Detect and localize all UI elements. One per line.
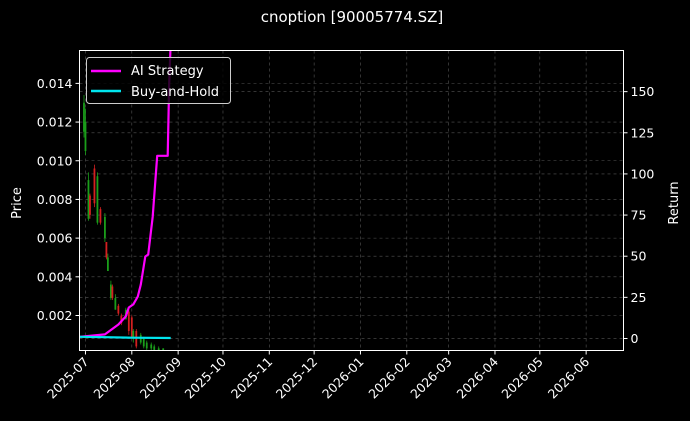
candle-body <box>99 209 102 223</box>
y-tick-label: 0.002 <box>37 308 73 323</box>
ai-strategy-line <box>79 50 172 338</box>
y-tick-label: 0.010 <box>37 153 73 168</box>
y2-tick-label: 100 <box>631 166 655 181</box>
legend-box <box>86 57 231 104</box>
candle <box>93 164 96 208</box>
candle-body <box>89 195 91 215</box>
candle-body <box>157 348 160 351</box>
legend-label-buy-and-hold: Buy-and-Hold <box>131 85 219 100</box>
candle <box>104 212 106 242</box>
y2-tick-label: 75 <box>631 208 647 223</box>
y-tick-label: 0.006 <box>37 231 73 246</box>
y2-tick-label: 25 <box>631 290 647 305</box>
candle-body <box>120 315 123 324</box>
candle <box>89 193 91 219</box>
y2-tick-label: 150 <box>631 84 655 99</box>
y2-tick-label: 50 <box>631 249 647 264</box>
y2-tick-label: 0 <box>631 331 639 346</box>
candle-body <box>114 298 117 310</box>
series-lines <box>79 50 172 340</box>
chart-title: cnoption [90005774.SZ] <box>261 8 444 26</box>
y-axis-left: 0.002 0.004 0.006 0.008 0.010 0.012 0.014 <box>37 76 80 323</box>
candle-body <box>150 344 153 349</box>
candle <box>127 309 130 335</box>
candle <box>87 172 90 221</box>
candle <box>99 207 102 225</box>
candle-body <box>132 330 135 339</box>
candle-body <box>84 122 87 152</box>
legend-label-ai-strategy: AI Strategy <box>131 64 204 79</box>
y-tick-label: 0.008 <box>37 192 73 207</box>
buy-and-hold-line <box>79 335 171 340</box>
candle <box>84 108 87 155</box>
candle <box>150 342 153 351</box>
legend: AI Strategy Buy-and-Hold <box>86 57 231 104</box>
candle-body <box>117 305 120 314</box>
candle <box>120 313 123 326</box>
y-axis-label: Price <box>10 187 25 219</box>
candle <box>83 94 85 138</box>
candle <box>153 344 156 351</box>
y-tick-label: 0.004 <box>37 269 73 284</box>
candle-body <box>153 346 156 351</box>
y-axis-right: 0 25 50 75 100 125 150 <box>623 84 655 346</box>
y2-tick-label: 125 <box>631 125 655 140</box>
candle-body <box>96 176 99 223</box>
candle <box>132 329 135 343</box>
candle <box>117 303 120 316</box>
candle-body <box>104 216 106 239</box>
y-tick-label: 0.014 <box>37 76 73 91</box>
candle-body <box>109 284 112 299</box>
candle-body <box>105 241 108 258</box>
candle-body <box>87 180 90 219</box>
y2-axis-label: Return <box>667 181 682 224</box>
plot-frame <box>79 50 624 351</box>
candle <box>145 340 148 351</box>
candle <box>130 315 133 339</box>
candle <box>105 241 108 260</box>
candle <box>111 284 114 301</box>
candle <box>157 346 160 351</box>
candle <box>162 348 165 351</box>
candle <box>109 280 112 301</box>
candle-body <box>83 102 85 132</box>
candle-body <box>93 168 96 204</box>
candle-body <box>145 342 148 349</box>
candle-body <box>106 257 109 272</box>
candle <box>106 253 109 272</box>
candle-body <box>142 338 145 347</box>
candle <box>96 172 99 225</box>
y-tick-label: 0.012 <box>37 115 73 130</box>
candle-body <box>111 286 114 299</box>
candle-body <box>162 348 165 351</box>
candle-body <box>127 311 130 331</box>
candle-body <box>130 317 133 337</box>
candle <box>114 294 117 310</box>
